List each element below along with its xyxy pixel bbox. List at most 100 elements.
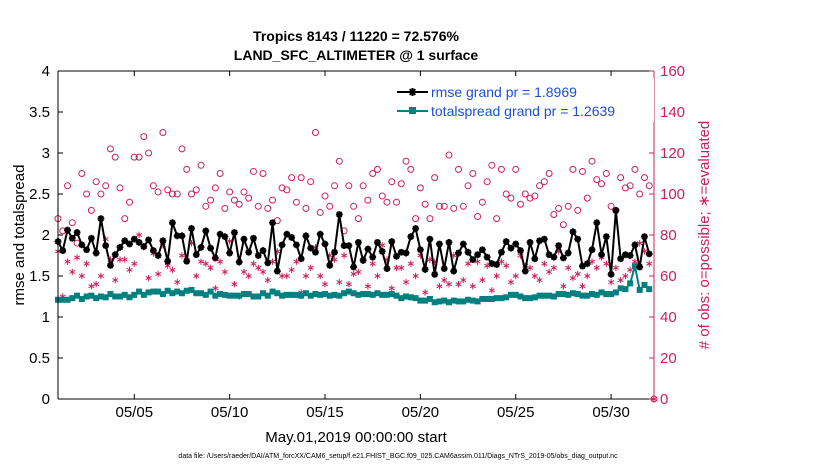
obs-possible-point [364,196,372,204]
rmse-point [621,251,629,259]
totalspread-point [83,293,90,300]
obs-possible-point [269,196,277,204]
obs-evaluated-point [341,252,348,259]
y-tick-label-right: 20 [660,350,677,367]
totalspread-point [450,297,457,304]
obs-possible-point [335,157,343,165]
obs-possible-point [164,186,172,194]
totalspread-point [207,288,214,295]
x-tick-label: 05/10 [211,404,249,421]
obs-possible-point [292,198,300,206]
rmse-point [588,246,596,254]
x-tick-label: 05/30 [592,404,630,421]
x-tick-label: 05/15 [306,404,344,421]
totalspread-point [178,290,185,297]
totalspread-point [240,291,247,298]
obs-evaluated-point [169,266,176,274]
totalspread-point [465,296,472,303]
rmse-point [436,240,443,248]
obs-possible-point [130,153,138,161]
obs-evaluated-point [445,281,452,288]
totalspread-point [74,292,81,299]
totalspread-point [350,290,357,297]
rmse-point [87,234,95,242]
obs-possible-point [235,200,243,208]
rmse-point [216,230,224,238]
obs-possible-point [583,194,591,202]
rmse-point [388,238,396,245]
rmse-point [545,251,553,259]
totalspread-point [169,290,176,297]
totalspread-point [364,291,371,298]
obs-possible-point [407,165,415,173]
obs-possible-point [121,215,129,223]
rmse-point [283,230,291,238]
obs-evaluated-point [608,278,615,286]
totalspread-point [255,293,262,300]
rmse-point [59,247,67,254]
rmse-point [383,265,391,273]
obs-possible-point [321,192,329,200]
obs-evaluated-point [131,260,138,267]
obs-evaluated-point [541,260,548,267]
rmse-point [374,238,381,246]
totalspread-point [331,291,338,298]
rmse-point [126,240,133,248]
obs-possible-point [545,170,553,177]
totalspread-point [155,288,162,295]
totalspread-point [93,295,100,302]
obs-evaluated-point [321,281,329,288]
totalspread-point [97,293,104,300]
totalspread-point [488,295,495,302]
legend: rmse grand pr = 1.8969 totalspread grand… [392,78,654,122]
obs-evaluated-point [465,260,472,267]
obs-evaluated-point [369,260,376,267]
totalspread-point [460,298,467,305]
obs-possible-point [507,194,515,202]
obs-evaluated-point [560,283,567,290]
totalspread-point [217,291,224,298]
totalspread-point [245,291,252,298]
obs-possible-point [378,192,386,200]
rmse-point [97,215,105,222]
obs-possible-point [183,165,191,173]
totalspread-point [88,292,95,299]
obs-evaluated-point [469,283,476,290]
obs-evaluated-point [574,270,581,278]
totalspread-point [374,290,381,297]
obs-possible-point [516,200,524,208]
obs-evaluated-point [136,231,143,239]
obs-evaluated-point [546,268,553,276]
rmse-point [459,240,467,248]
obs-possible-point [550,211,558,218]
rmse-point [149,247,157,254]
rmse-point [555,242,563,250]
obs-evaluated-point [412,272,419,280]
rmse-point [526,238,534,246]
legend-box [392,78,654,122]
obs-possible-point [87,206,95,214]
obs-possible-point [106,145,114,153]
rmse-point [645,250,653,258]
obs-possible-point [116,184,124,192]
totalspread-point [527,295,534,302]
obs-possible-point [173,190,181,198]
totalspread-point [565,291,572,298]
obs-possible-point [354,215,362,223]
obs-possible-point [197,161,205,169]
rmse-point [340,242,348,250]
obs-possible-point [192,186,200,194]
totalspread-point [517,293,524,300]
totalspread-point [403,293,410,300]
obs-evaluated-point [260,268,267,276]
rmse-point [445,238,453,246]
rmse-point [321,240,329,248]
totalspread-point [236,292,243,299]
rmse-point [173,232,181,240]
rmse-point [412,225,419,232]
totalspread-point [293,291,300,298]
totalspread-point [593,291,600,298]
obs-possible-point [602,170,610,177]
rmse-point [316,230,324,238]
totalspread-point [150,288,157,295]
